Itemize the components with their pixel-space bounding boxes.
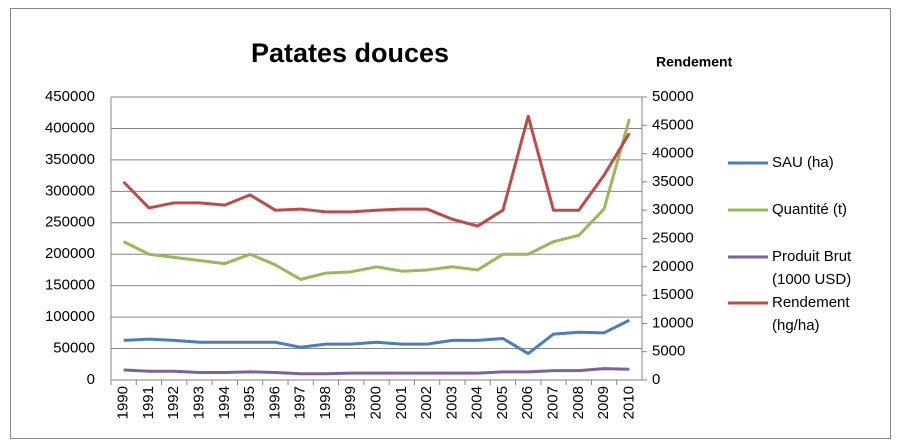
y2-axis-title: Rendement: [656, 54, 733, 70]
series-line: [123, 367, 630, 376]
x-tick-label: 1991: [140, 386, 157, 419]
y-tick-label: 0: [87, 371, 95, 388]
series-line: [122, 114, 631, 228]
x-tick-label: 1993: [190, 386, 207, 419]
x-tick-label: 2007: [544, 386, 561, 419]
y2-tick-label: 0: [652, 371, 660, 388]
legend-line: (hg/ha): [772, 317, 820, 334]
y-tick-label: 400000: [45, 119, 95, 136]
x-tick-label: 1997: [292, 386, 309, 419]
legend-line: Produit Brut: [772, 248, 852, 265]
y2-tick-label: 10000: [652, 314, 694, 331]
x-tick-label: 1996: [266, 386, 283, 419]
y2-tick-label: 50000: [652, 88, 694, 105]
y2-tick-label: 30000: [652, 201, 694, 218]
x-tick-label: 2010: [620, 386, 637, 419]
legend-label: SAU (ha): [772, 154, 834, 171]
legend-line: (1000 USD): [772, 271, 851, 288]
x-tick-label: 2006: [519, 386, 536, 419]
y-tick-label: 300000: [45, 182, 95, 199]
chart-border: [10, 8, 891, 439]
x-tick-label: 2000: [367, 386, 384, 419]
x-tick-label: 1994: [216, 386, 233, 419]
y-tick-label: 350000: [45, 151, 95, 168]
y-tick-label: 100000: [45, 308, 95, 325]
y-tick-label: 200000: [45, 245, 95, 262]
legend-label: Produit Brut (1000 USD): [772, 248, 852, 288]
y2-tick-label: 20000: [652, 258, 694, 275]
x-tick-label: 2005: [494, 386, 511, 419]
y2-tick-label: 25000: [652, 229, 694, 246]
legend-line: Rendement: [772, 294, 850, 311]
x-tick-label: 1998: [317, 386, 334, 419]
x-tick-label: 2001: [393, 386, 410, 419]
x-tick-label: 1995: [241, 386, 258, 419]
x-tick-label: 2004: [469, 386, 486, 419]
y2-tick-label: 5000: [652, 343, 685, 360]
y-tick-label: 150000: [45, 277, 95, 294]
x-tick-label: 2003: [443, 386, 460, 419]
series-line: [123, 318, 631, 356]
x-tick-label: 1992: [165, 386, 182, 419]
x-tick-label: 1999: [342, 386, 359, 419]
x-tick-label: 1990: [115, 386, 132, 419]
legend-label: Rendement (hg/ha): [772, 294, 850, 334]
y-tick-label: 250000: [45, 214, 95, 231]
y2-tick-label: 40000: [652, 145, 694, 162]
series-line: [122, 118, 631, 281]
x-tick-label: 2002: [418, 386, 435, 419]
y2-tick-label: 35000: [652, 173, 694, 190]
x-tick-label: 2009: [595, 386, 612, 419]
y-tick-label: 450000: [45, 88, 95, 105]
y2-tick-label: 15000: [652, 286, 694, 303]
y2-tick-label: 45000: [652, 116, 694, 133]
x-tick-label: 2008: [570, 386, 587, 419]
legend-label: Quantité (t): [772, 201, 847, 218]
y-tick-label: 50000: [53, 340, 95, 357]
chart-title: Patates douces: [251, 38, 449, 68]
